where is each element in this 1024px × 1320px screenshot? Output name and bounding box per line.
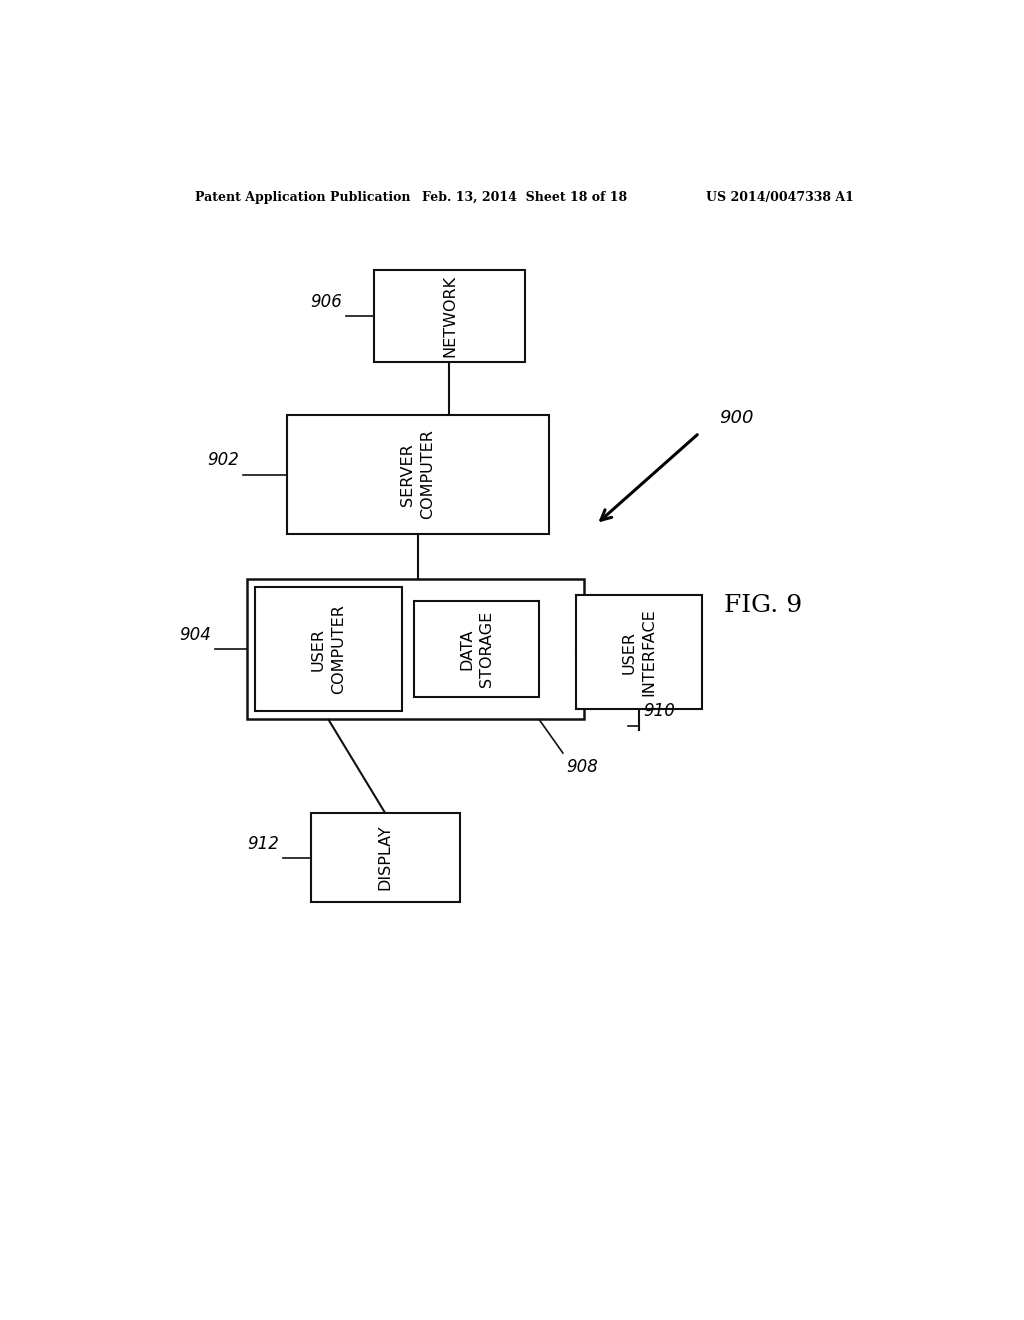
Text: 900: 900 (719, 409, 754, 426)
Text: Patent Application Publication: Patent Application Publication (196, 191, 411, 203)
Bar (310, 813, 460, 903)
Text: DISPLAY: DISPLAY (378, 825, 392, 891)
Text: 908: 908 (566, 758, 598, 776)
Bar (414, 601, 539, 697)
Text: USER
COMPUTER: USER COMPUTER (311, 605, 346, 694)
Text: NETWORK: NETWORK (442, 275, 457, 356)
Text: 912: 912 (247, 834, 279, 853)
Text: FIG. 9: FIG. 9 (724, 594, 802, 618)
Text: SERVER
COMPUTER: SERVER COMPUTER (400, 429, 435, 520)
Text: Feb. 13, 2014  Sheet 18 of 18: Feb. 13, 2014 Sheet 18 of 18 (422, 191, 628, 203)
Text: 906: 906 (310, 293, 342, 312)
Bar (374, 271, 524, 362)
Bar (247, 579, 585, 719)
Text: US 2014/0047338 A1: US 2014/0047338 A1 (707, 191, 854, 203)
Bar (577, 595, 701, 709)
Text: 904: 904 (179, 626, 211, 644)
Bar (287, 414, 549, 535)
Bar (255, 587, 401, 711)
Text: USER
INTERFACE: USER INTERFACE (622, 609, 656, 696)
Text: DATA
STORAGE: DATA STORAGE (459, 611, 494, 686)
Text: 910: 910 (643, 702, 675, 721)
Text: 902: 902 (207, 451, 239, 470)
